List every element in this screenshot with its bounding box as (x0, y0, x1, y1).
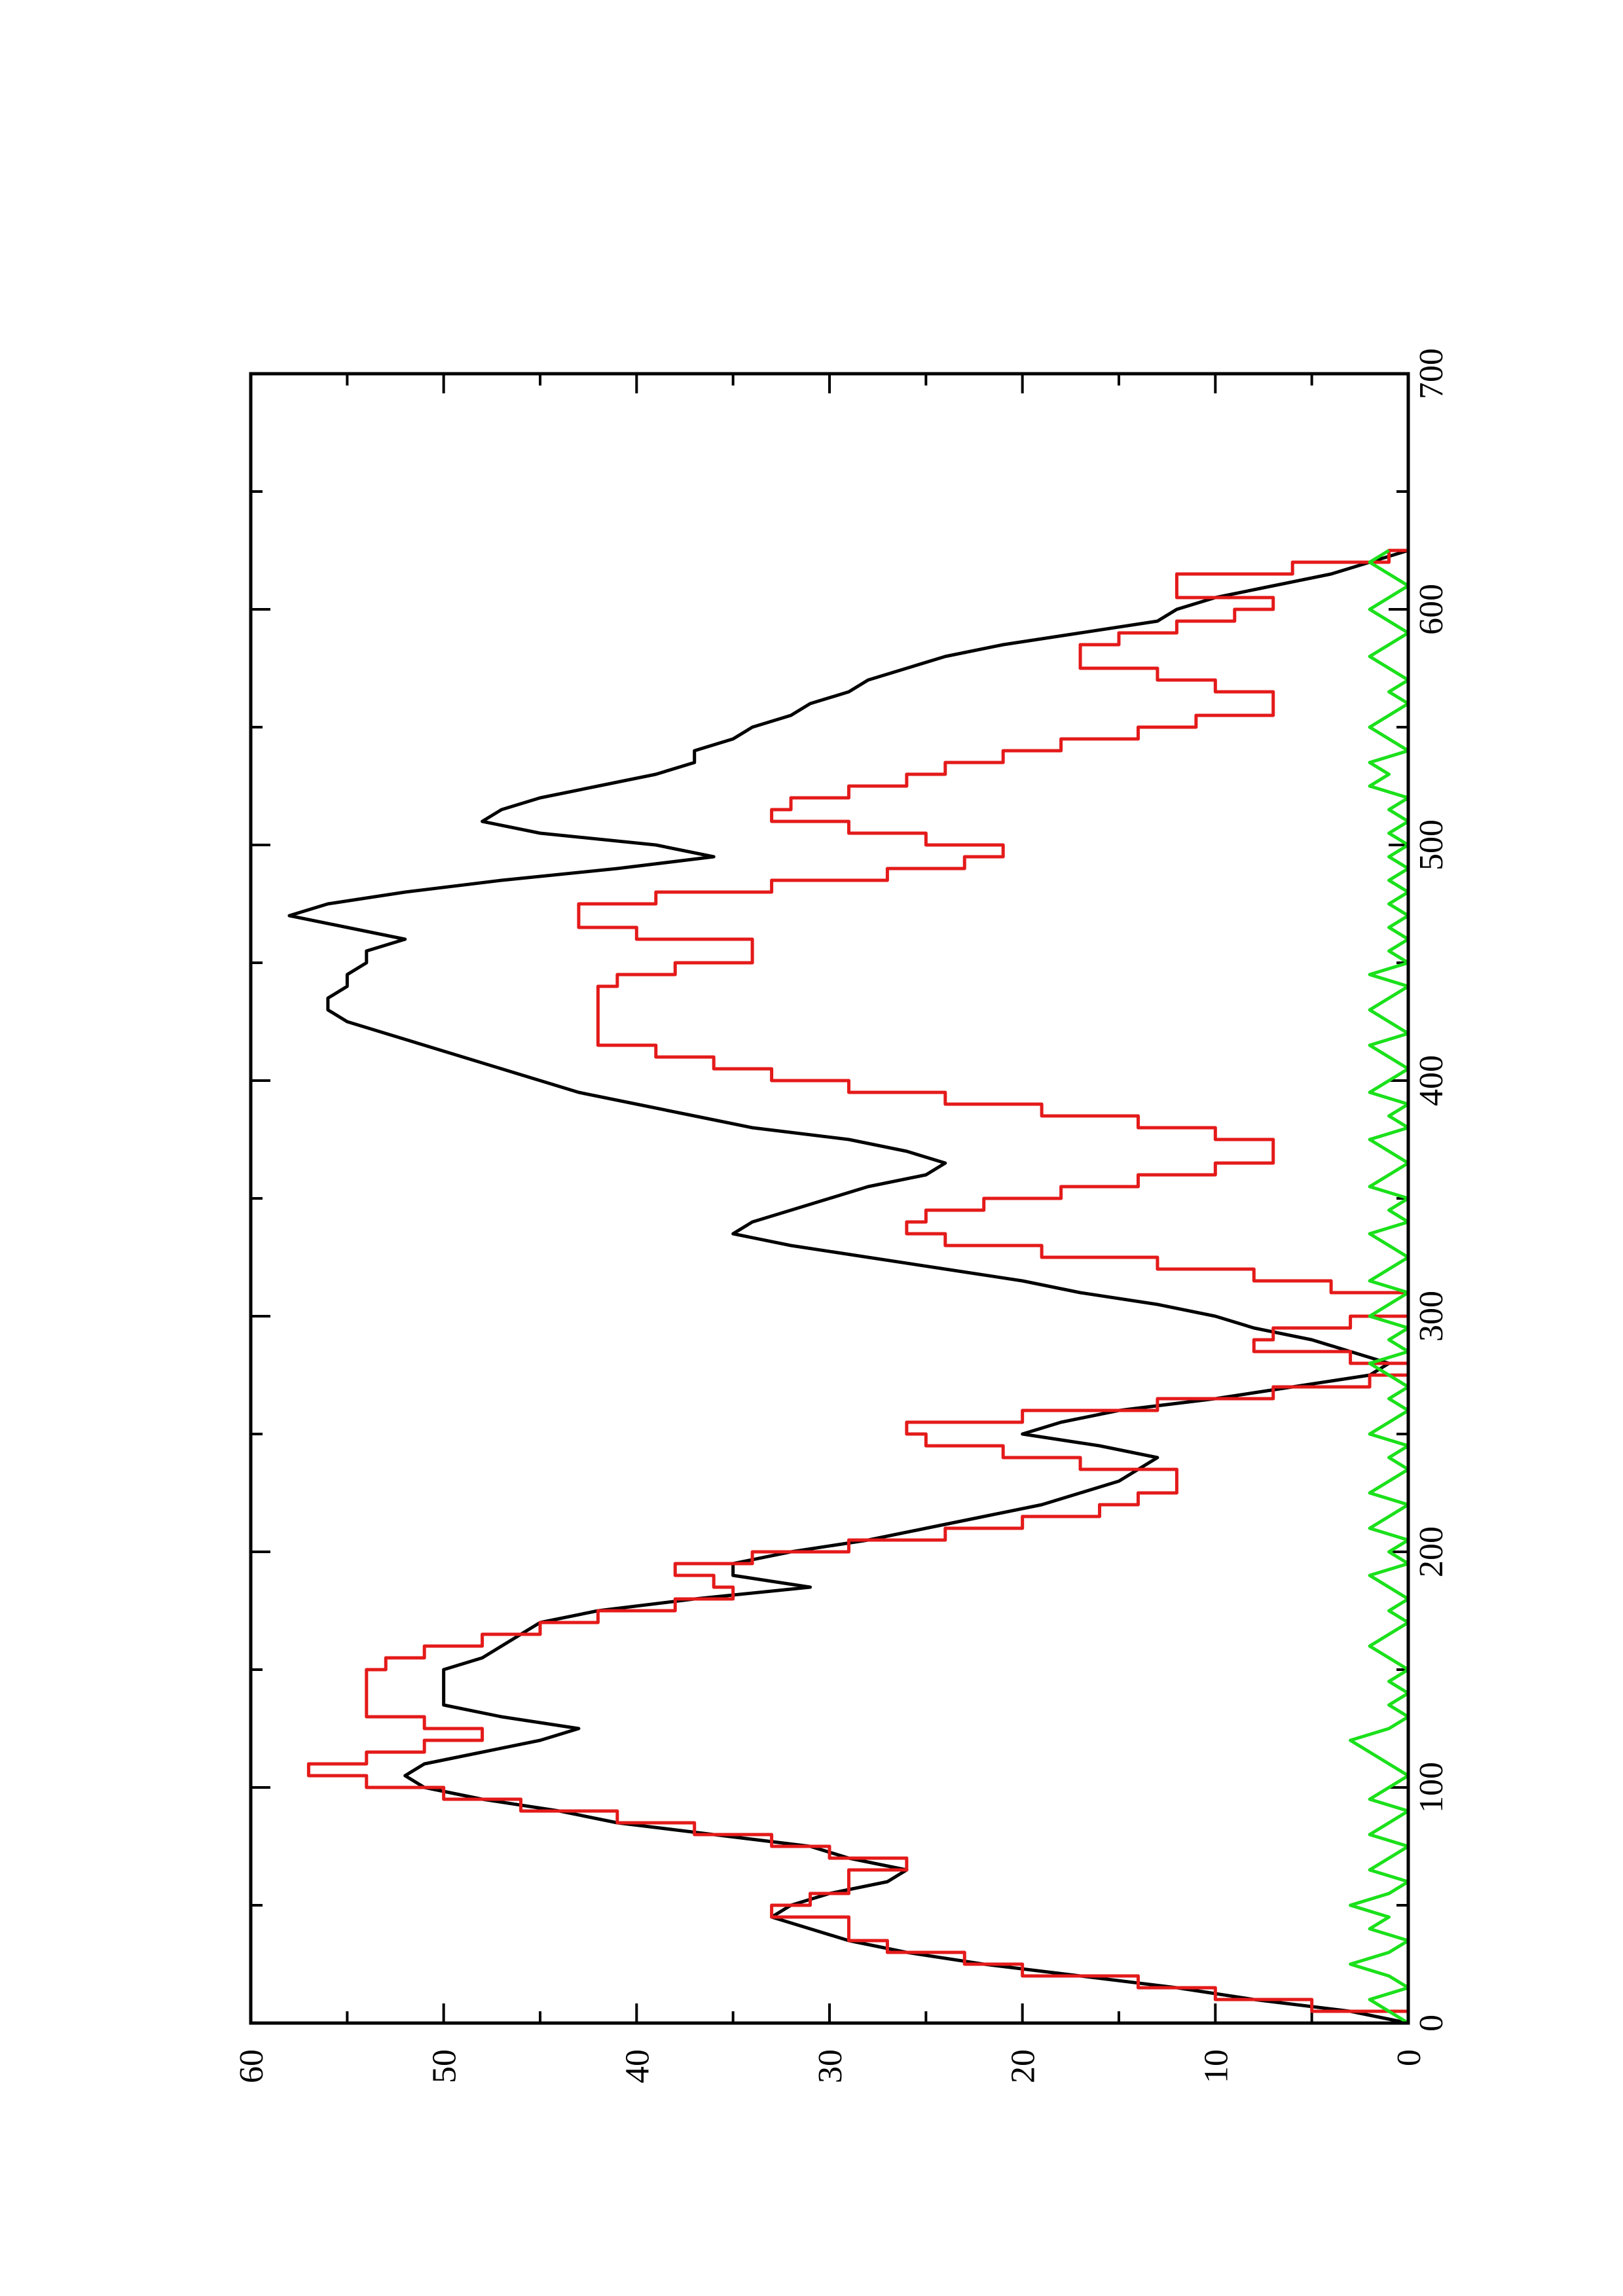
labels-layer: 0 100 200 300 400 500 600 700 0 10 20 30 40 50 60 (233, 348, 1450, 2083)
series-2-line (306, 548, 1410, 2023)
x-tick-label: 300 (1413, 1291, 1450, 1342)
y-tick-label: 10 (1197, 2049, 1235, 2083)
y-tick-label: 0 (1391, 2049, 1428, 2066)
y-tick-label: 20 (1005, 2049, 1042, 2083)
y-tick-label: 60 (233, 2049, 270, 2083)
y-tick-label: 40 (619, 2049, 656, 2083)
plot-frame (249, 372, 1410, 2025)
series-layer (287, 548, 1410, 2025)
y-tick-label: 50 (426, 2049, 464, 2083)
series-1-line (287, 548, 1409, 2025)
x-tick-label: 400 (1413, 1055, 1450, 1106)
x-tick-label: 500 (1413, 819, 1450, 870)
x-tick-label: 0 (1413, 2015, 1450, 2032)
x-tick-label: 200 (1413, 1526, 1450, 1577)
x-tick-label: 600 (1413, 584, 1450, 635)
x-tick-label: 100 (1413, 1762, 1450, 1813)
series-3-line (1349, 548, 1410, 2025)
x-tick-label: 700 (1413, 348, 1450, 399)
y-tick-label: 30 (812, 2049, 849, 2083)
